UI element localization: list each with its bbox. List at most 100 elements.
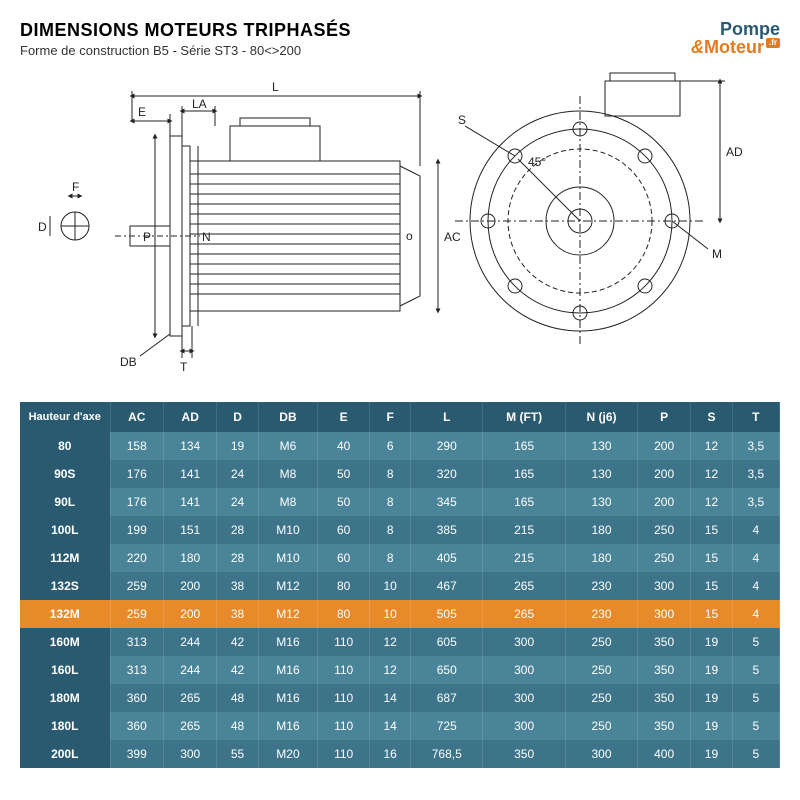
cell: 165: [483, 488, 566, 516]
dim-E: E: [138, 105, 146, 119]
row-label: 100L: [20, 516, 110, 544]
cell: 250: [566, 628, 638, 656]
row-label: 200L: [20, 740, 110, 768]
cell: 12: [370, 628, 411, 656]
cell: 60: [318, 516, 370, 544]
row-label: 80: [20, 432, 110, 460]
row-label: 90S: [20, 460, 110, 488]
cell: 4: [732, 544, 779, 572]
cell: 4: [732, 516, 779, 544]
cell: 250: [566, 684, 638, 712]
cell: 165: [483, 460, 566, 488]
cell: 24: [217, 460, 258, 488]
cell: 10: [370, 600, 411, 628]
cell: M20: [258, 740, 318, 768]
row-label: 160L: [20, 656, 110, 684]
cell: 605: [411, 628, 483, 656]
cell: 12: [691, 460, 732, 488]
cell: 42: [217, 656, 258, 684]
cell: 19: [217, 432, 258, 460]
dim-D: D: [38, 220, 47, 234]
row-label: 180L: [20, 712, 110, 740]
brand-logo: Pompe &Moteur.fr: [691, 20, 780, 56]
cell: 244: [163, 656, 216, 684]
cell: 360: [110, 684, 163, 712]
cell: 180: [163, 544, 216, 572]
cell: 15: [691, 572, 732, 600]
col-L: L: [411, 402, 483, 432]
cell: 250: [566, 656, 638, 684]
cell: M12: [258, 572, 318, 600]
cell: M12: [258, 600, 318, 628]
table-row: 90S17614124M8508320165130200123,5: [20, 460, 780, 488]
cell: 110: [318, 740, 370, 768]
cell: 360: [110, 712, 163, 740]
dim-L: L: [272, 80, 279, 94]
cell: M16: [258, 712, 318, 740]
page-title: DIMENSIONS MOTEURS TRIPHASÉS: [20, 20, 351, 41]
cell: 300: [566, 740, 638, 768]
col-E: E: [318, 402, 370, 432]
cell: 50: [318, 488, 370, 516]
cell: 180: [566, 516, 638, 544]
cell: 19: [691, 712, 732, 740]
cell: M6: [258, 432, 318, 460]
row-label: 90L: [20, 488, 110, 516]
col-F: F: [370, 402, 411, 432]
cell: 10: [370, 572, 411, 600]
cell: 265: [483, 572, 566, 600]
cell: 38: [217, 600, 258, 628]
cell: 5: [732, 656, 779, 684]
cell: 200: [637, 432, 690, 460]
col-D: D: [217, 402, 258, 432]
cell: 28: [217, 544, 258, 572]
table-row: 112M22018028M10608405215180250154: [20, 544, 780, 572]
cell: M16: [258, 684, 318, 712]
cell: 130: [566, 432, 638, 460]
cell: M8: [258, 488, 318, 516]
cell: 134: [163, 432, 216, 460]
cell: 400: [637, 740, 690, 768]
cell: 350: [637, 684, 690, 712]
col-S: S: [691, 402, 732, 432]
cell: 215: [483, 516, 566, 544]
cell: 399: [110, 740, 163, 768]
cell: 265: [163, 684, 216, 712]
cell: 259: [110, 572, 163, 600]
cell: 48: [217, 712, 258, 740]
cell: 60: [318, 544, 370, 572]
cell: 48: [217, 684, 258, 712]
cell: 199: [110, 516, 163, 544]
cell: 200: [637, 460, 690, 488]
row-label: 112M: [20, 544, 110, 572]
table-row: 132M25920038M128010505265230300154: [20, 600, 780, 628]
table-row: 160M31324442M1611012605300250350195: [20, 628, 780, 656]
dim-M: M: [712, 247, 722, 261]
cell: M10: [258, 544, 318, 572]
page: DIMENSIONS MOTEURS TRIPHASÉS Forme de co…: [0, 0, 800, 778]
cell: 28: [217, 516, 258, 544]
cell: 4: [732, 572, 779, 600]
page-subtitle: Forme de construction B5 - Série ST3 - 8…: [20, 43, 351, 58]
cell: 19: [691, 684, 732, 712]
cell: 110: [318, 684, 370, 712]
col-MFT: M (FT): [483, 402, 566, 432]
cell: 110: [318, 656, 370, 684]
cell: 320: [411, 460, 483, 488]
title-block: DIMENSIONS MOTEURS TRIPHASÉS Forme de co…: [20, 20, 351, 58]
cell: 110: [318, 628, 370, 656]
cell: 130: [566, 488, 638, 516]
header: DIMENSIONS MOTEURS TRIPHASÉS Forme de co…: [20, 20, 780, 58]
col-AC: AC: [110, 402, 163, 432]
cell: 200: [637, 488, 690, 516]
cell: 176: [110, 460, 163, 488]
cell: 5: [732, 628, 779, 656]
col-hauteur: Hauteur d'axe: [20, 402, 110, 432]
cell: 250: [637, 544, 690, 572]
cell: 265: [483, 600, 566, 628]
cell: M16: [258, 656, 318, 684]
table-row: 180L36026548M1611014725300250350195: [20, 712, 780, 740]
cell: 80: [318, 600, 370, 628]
cell: 300: [483, 656, 566, 684]
cell: 176: [110, 488, 163, 516]
